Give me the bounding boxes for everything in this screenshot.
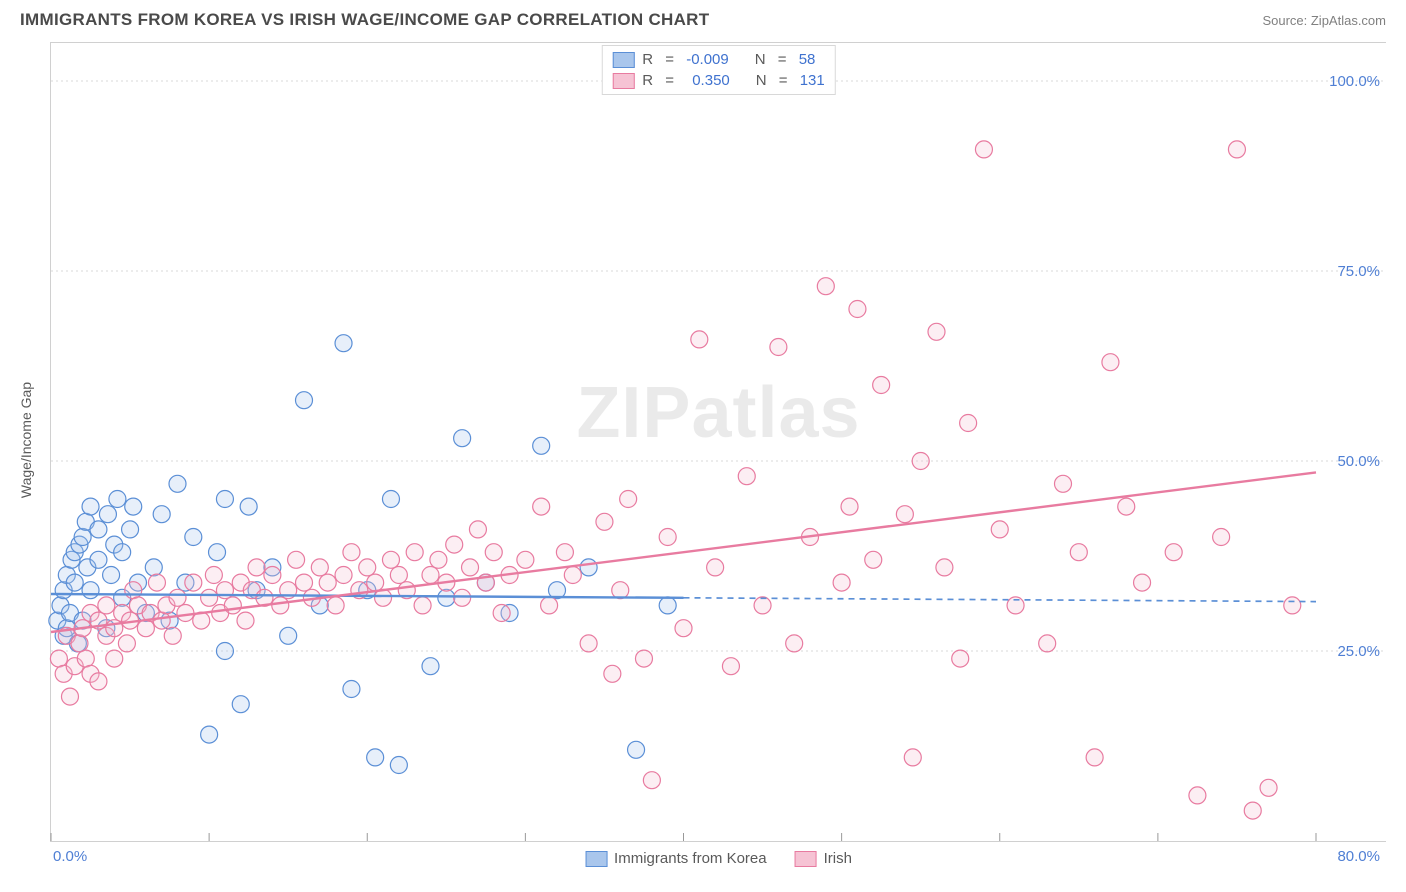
svg-text:100.0%: 100.0%: [1329, 73, 1380, 90]
n-value-korea: 58: [799, 49, 816, 70]
source-name: ZipAtlas.com: [1311, 13, 1386, 28]
n-label-irish: N: [756, 70, 767, 91]
source-credit: Source: ZipAtlas.com: [1262, 13, 1386, 28]
svg-text:75.0%: 75.0%: [1337, 263, 1380, 280]
axis-labels-layer: 25.0% 50.0% 75.0% 100.0% 0.0% 80.0%: [53, 73, 1380, 865]
y-axis-label: Wage/Income Gap: [18, 382, 34, 498]
legend-row-irish: R = 0.350 N = 131: [612, 70, 824, 91]
chart-title: IMMIGRANTS FROM KOREA VS IRISH WAGE/INCO…: [20, 10, 709, 30]
r-value-korea: -0.009: [686, 49, 729, 70]
legend-swatch-irish-bottom: [795, 851, 817, 867]
legend-item-irish: Irish: [795, 850, 852, 867]
legend-swatch-korea: [612, 52, 634, 68]
legend-swatch-irish: [612, 73, 634, 89]
trend-layer: [51, 472, 1316, 632]
r-label-irish: R: [642, 70, 653, 91]
points-layer: [49, 141, 1301, 819]
header: IMMIGRANTS FROM KOREA VS IRISH WAGE/INCO…: [0, 0, 1406, 34]
r-value-irish: 0.350: [686, 70, 730, 91]
legend-label-korea: Immigrants from Korea: [614, 850, 767, 867]
r-label-korea: R: [642, 49, 653, 70]
series-legend: Immigrants from Korea Irish: [585, 844, 852, 867]
legend-row-korea: R = -0.009 N = 58: [612, 49, 824, 70]
chart-plot-area: R = -0.009 N = 58 R = 0.350 N = 131 ZIPa…: [50, 42, 1386, 842]
ticks-layer: [51, 833, 1316, 841]
n-label-korea: N: [755, 49, 766, 70]
legend-label-irish: Irish: [824, 850, 852, 867]
legend-item-korea: Immigrants from Korea: [585, 850, 767, 867]
correlation-legend: R = -0.009 N = 58 R = 0.350 N = 131: [601, 45, 835, 95]
svg-text:50.0%: 50.0%: [1337, 453, 1380, 470]
svg-text:80.0%: 80.0%: [1337, 848, 1380, 865]
n-value-irish: 131: [800, 70, 825, 91]
legend-swatch-korea-bottom: [585, 851, 607, 867]
svg-text:0.0%: 0.0%: [53, 848, 87, 865]
source-prefix: Source:: [1262, 13, 1310, 28]
scatter-svg: ZIPatlas 25.0%50.0%75.0%100.0%0.0%80.0%: [51, 43, 1386, 841]
svg-text:25.0%: 25.0%: [1337, 643, 1380, 660]
watermark: ZIPatlas: [576, 373, 860, 453]
